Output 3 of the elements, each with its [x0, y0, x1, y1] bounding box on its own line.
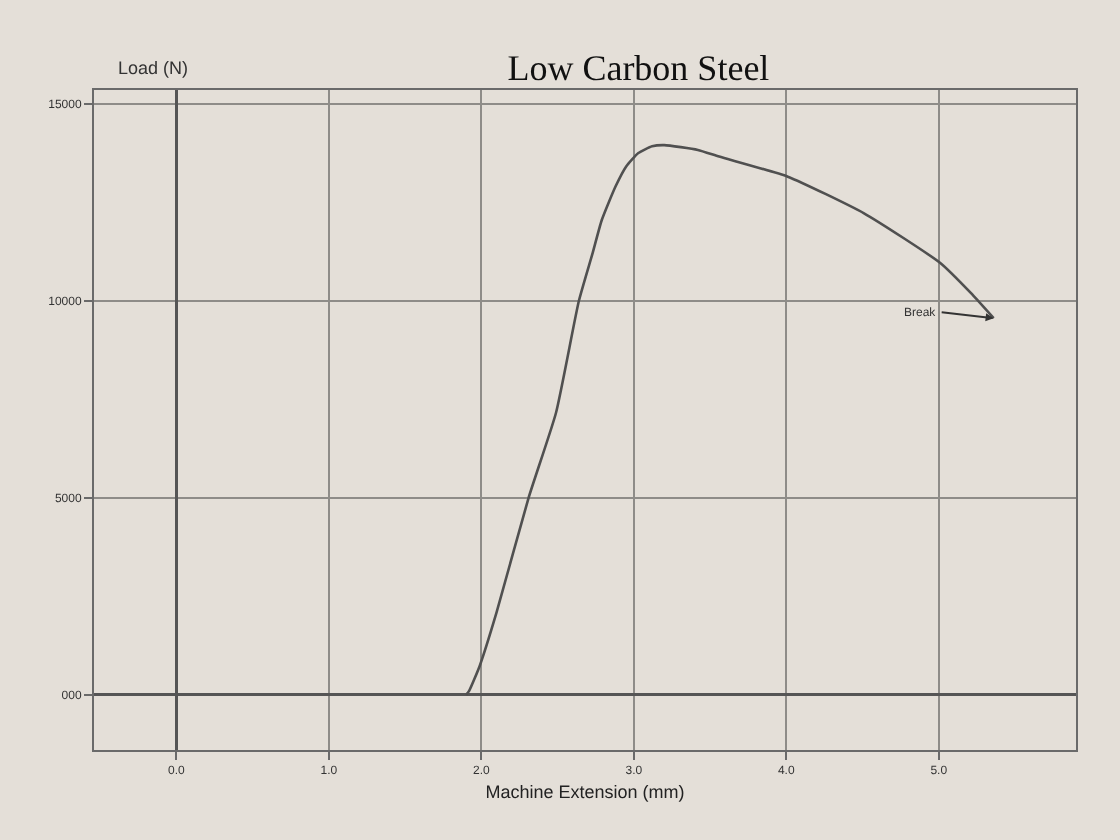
x-axis-title: Machine Extension (mm) — [485, 782, 685, 802]
chart-title: Low Carbon Steel — [507, 47, 770, 88]
y-axis-title: Load (N) — [118, 58, 189, 78]
